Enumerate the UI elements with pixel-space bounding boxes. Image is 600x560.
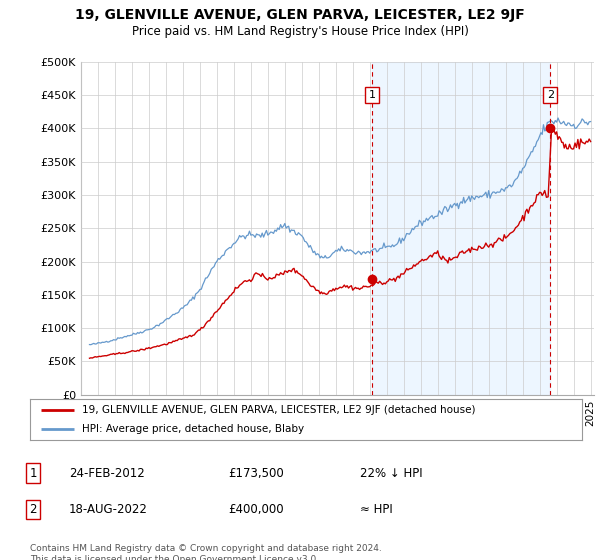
Text: 2: 2 bbox=[29, 503, 37, 516]
Text: £400,000: £400,000 bbox=[228, 503, 284, 516]
Text: HPI: Average price, detached house, Blaby: HPI: Average price, detached house, Blab… bbox=[82, 424, 305, 433]
Text: £173,500: £173,500 bbox=[228, 466, 284, 480]
Text: Contains HM Land Registry data © Crown copyright and database right 2024.
This d: Contains HM Land Registry data © Crown c… bbox=[30, 544, 382, 560]
Text: 18-AUG-2022: 18-AUG-2022 bbox=[69, 503, 148, 516]
Text: ≈ HPI: ≈ HPI bbox=[360, 503, 393, 516]
Text: 2: 2 bbox=[547, 90, 554, 100]
Text: 22% ↓ HPI: 22% ↓ HPI bbox=[360, 466, 422, 480]
Text: 19, GLENVILLE AVENUE, GLEN PARVA, LEICESTER, LE2 9JF (detached house): 19, GLENVILLE AVENUE, GLEN PARVA, LEICES… bbox=[82, 405, 476, 415]
Text: Price paid vs. HM Land Registry's House Price Index (HPI): Price paid vs. HM Land Registry's House … bbox=[131, 25, 469, 38]
Text: 1: 1 bbox=[29, 466, 37, 480]
Bar bbox=[373, 62, 550, 395]
Text: 24-FEB-2012: 24-FEB-2012 bbox=[69, 466, 145, 480]
Text: 19, GLENVILLE AVENUE, GLEN PARVA, LEICESTER, LE2 9JF: 19, GLENVILLE AVENUE, GLEN PARVA, LEICES… bbox=[75, 8, 525, 22]
Text: 1: 1 bbox=[369, 90, 376, 100]
